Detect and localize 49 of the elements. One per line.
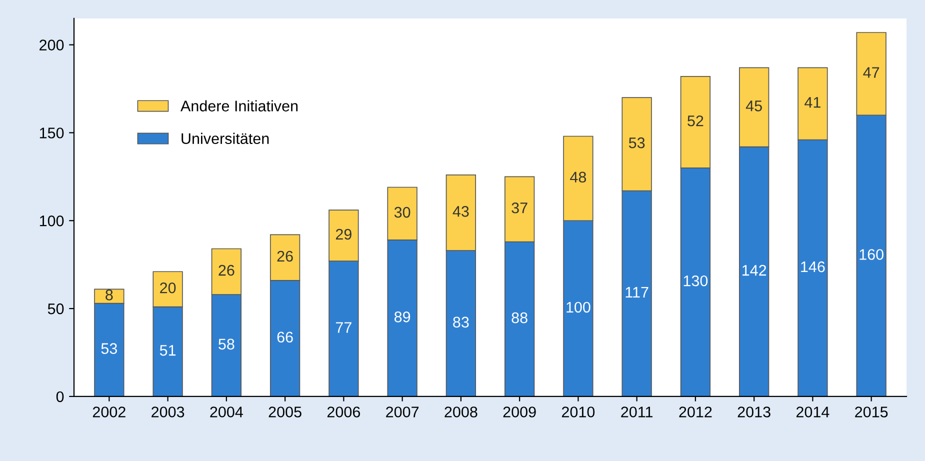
x-tick-label: 2003: [152, 406, 184, 418]
x-tick-label: 2010: [562, 406, 595, 418]
x-tick-label: 2015: [855, 406, 888, 418]
y-tick-label: 150: [40, 128, 64, 138]
x-tick-label: 2008: [444, 406, 478, 418]
data-label: 20: [160, 282, 176, 294]
data-label: 53: [101, 343, 117, 354]
data-label: 26: [277, 250, 293, 262]
data-label: 51: [160, 345, 176, 356]
x-tick-label: 2013: [738, 406, 770, 418]
data-label: 146: [801, 261, 825, 272]
x-tick-label: 2012: [679, 406, 712, 418]
x-tick-label: 2014: [796, 406, 830, 418]
legend-label: Andere Initiativen: [180, 100, 298, 112]
x-tick-label: 2011: [621, 406, 653, 418]
data-label: 100: [566, 302, 590, 313]
data-label: 130: [684, 275, 708, 286]
data-label: 29: [336, 228, 352, 240]
y-tick-label: 0: [56, 391, 64, 402]
data-label: 26: [218, 264, 234, 276]
data-label: 43: [452, 206, 469, 217]
data-label: 45: [746, 100, 762, 112]
x-tick-label: 2004: [210, 406, 243, 418]
data-label: 83: [453, 316, 469, 328]
data-label: 89: [394, 312, 410, 322]
x-tick-label: 2002: [92, 406, 126, 418]
data-label: 8: [106, 290, 113, 300]
data-label: 88: [512, 312, 528, 324]
data-label: 77: [336, 322, 352, 333]
legend-label: Universitäten: [182, 132, 269, 144]
data-label: 48: [570, 172, 586, 183]
y-tick-label: 200: [40, 40, 64, 50]
data-label: 37: [512, 202, 528, 214]
data-label: 53: [628, 137, 645, 148]
data-label: 58: [218, 338, 234, 350]
data-label: 41: [804, 97, 820, 108]
y-tick-label: 100: [40, 216, 64, 226]
x-tick-label: 2006: [327, 406, 360, 418]
data-label: 142: [742, 264, 766, 276]
x-tick-label: 2007: [386, 406, 419, 418]
x-tick-label: 2005: [268, 406, 302, 418]
y-tick-label: 50: [48, 303, 64, 314]
data-label: 66: [277, 332, 293, 343]
data-label: 160: [860, 249, 884, 260]
data-label: 52: [688, 115, 704, 126]
x-tick-label: 2009: [503, 406, 536, 418]
data-label: 117: [626, 287, 648, 298]
data-label: 47: [863, 67, 880, 78]
data-label: 30: [394, 206, 410, 218]
